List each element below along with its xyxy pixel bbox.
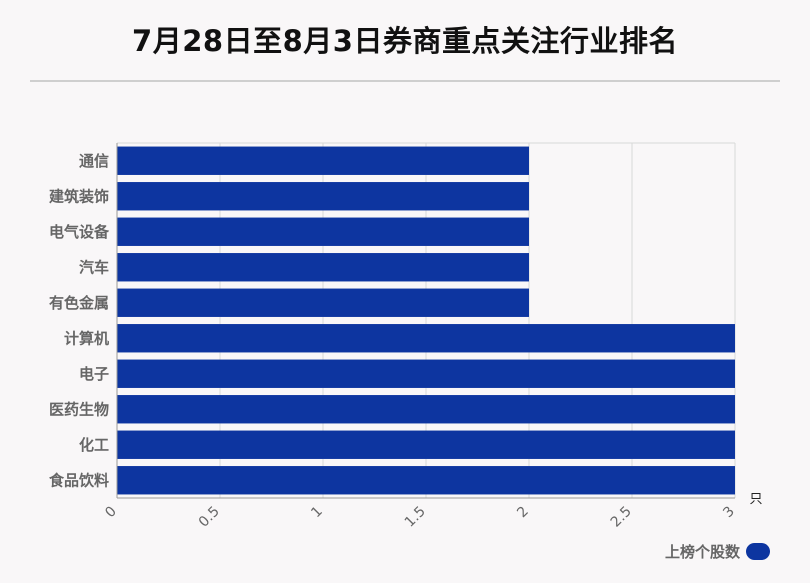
bars [117, 146, 735, 495]
title-divider [30, 80, 780, 82]
legend-swatch [746, 543, 770, 560]
category-label: 计算机 [64, 329, 109, 347]
x-tick-label: 1.5 [402, 504, 429, 531]
bar[interactable] [117, 253, 529, 282]
bar[interactable] [117, 359, 735, 388]
bar[interactable] [117, 324, 735, 353]
category-label: 化工 [79, 436, 109, 454]
x-tick-label: 0 [102, 504, 120, 522]
category-label: 电气设备 [49, 223, 110, 241]
x-tick-label: 3 [720, 504, 738, 522]
legend[interactable]: 上榜个股数 [665, 541, 770, 562]
bar[interactable] [117, 288, 529, 317]
bar[interactable] [117, 466, 735, 495]
bar[interactable] [117, 146, 529, 175]
x-tick-label: 0.5 [196, 504, 223, 531]
category-label: 食品饮料 [49, 471, 109, 489]
bar[interactable] [117, 395, 735, 424]
bar[interactable] [117, 182, 529, 211]
category-label: 电子 [79, 365, 109, 383]
axes [116, 143, 735, 499]
chart-title: 7月28日至8月3日券商重点关注行业排名 [132, 24, 678, 58]
bar[interactable] [117, 430, 735, 459]
category-label: 有色金属 [49, 294, 109, 312]
bar[interactable] [117, 217, 529, 246]
category-label: 建筑装饰 [49, 187, 109, 205]
category-label: 汽车 [79, 258, 109, 276]
category-label: 医药生物 [49, 400, 109, 418]
x-tick-labels: 0 0.5 1 1.5 2 2.5 3 [102, 504, 738, 531]
x-tick-label: 1 [308, 504, 326, 522]
legend-label: 上榜个股数 [664, 543, 740, 561]
x-unit-label: 只 [749, 492, 762, 507]
category-label: 通信 [79, 152, 109, 170]
x-tick-label: 2.5 [608, 504, 635, 531]
x-tick-label: 2 [514, 504, 532, 522]
